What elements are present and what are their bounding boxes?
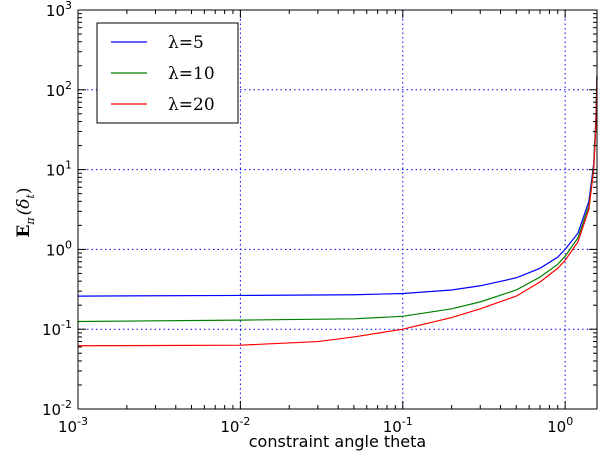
y-tick-label-0-exp: -2 [61, 398, 72, 411]
plot-frame [77, 9, 598, 410]
x-tick-label-3-base: 10 [547, 418, 566, 436]
y-tick-label-0: 10-2 [42, 398, 72, 419]
y-tick-label-4: 102 [46, 79, 72, 100]
x-tick-label-1-base: 10 [220, 418, 239, 436]
y-tick-label-2: 100 [46, 238, 72, 259]
x-tick-label-2: 10-1 [383, 415, 413, 436]
x-tick-label-3-exp: 0 [566, 415, 573, 428]
y-tick-label-2-exp: 0 [65, 238, 72, 251]
y-tick-label-1: 10-1 [42, 318, 72, 339]
y-tick-label-4-exp: 2 [65, 79, 72, 92]
x-tick-label-3: 100 [547, 415, 573, 436]
y-tick-label-5: 103 [46, 0, 72, 20]
x-tick-label-2-exp: -1 [402, 415, 413, 428]
x-axis-label: constraint angle theta [249, 432, 426, 451]
x-tick-label-0: 10-3 [58, 415, 88, 436]
series-line-2 [77, 75, 598, 347]
y-tick-label-0-base: 10 [42, 401, 61, 419]
y-label-close: ) [14, 187, 34, 194]
y-tick-label-5-base: 10 [46, 2, 65, 20]
y-label-main: E [14, 225, 34, 238]
y-tick-label-3-exp: 1 [65, 159, 72, 172]
x-tick-label-1-exp: -2 [239, 415, 250, 428]
y-tick-label-5-exp: 3 [65, 0, 72, 12]
x-tick-label-2-base: 10 [383, 418, 402, 436]
y-tick-label-3: 101 [46, 159, 72, 180]
x-tick-label-0-base: 10 [58, 418, 77, 436]
y-label-sub1: π [24, 217, 37, 226]
y-tick-label-1-base: 10 [42, 321, 61, 339]
y-tick-label-2-base: 10 [46, 241, 65, 259]
y-tick-label-1-exp: -1 [61, 318, 72, 331]
x-tick-label-0-exp: -3 [77, 415, 88, 428]
y-tick-label-4-base: 10 [46, 82, 65, 100]
x-tick-label-1: 10-2 [220, 415, 250, 436]
y-label-arg: (δ [14, 198, 34, 215]
legend-label-0: λ=5 [168, 33, 204, 53]
y-axis-label: Eπ (δt) [14, 187, 37, 237]
legend: λ=5 λ=10 λ=20 [96, 22, 239, 124]
y-tick-label-3-base: 10 [46, 162, 65, 180]
series-group [77, 75, 598, 347]
ticks [77, 9, 597, 410]
y-label-sub2: t [24, 193, 37, 198]
legend-label-2: λ=20 [168, 95, 215, 115]
legend-label-1: λ=10 [168, 64, 215, 84]
